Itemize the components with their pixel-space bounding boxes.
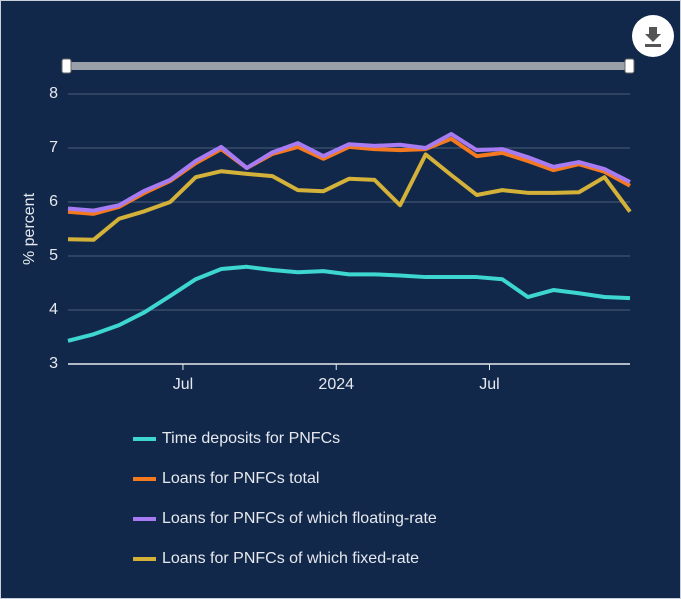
y-axis-label: % percent xyxy=(21,192,38,265)
legend-label: Loans for PNFCs of which floating-rate xyxy=(162,510,437,527)
y-tick-label: 4 xyxy=(49,301,58,318)
legend-label: Loans for PNFCs of which fixed-rate xyxy=(162,550,419,567)
y-tick-label: 6 xyxy=(49,193,58,210)
x-tick-label: Jul xyxy=(479,376,499,393)
line-series xyxy=(67,264,631,343)
y-tick-label: 8 xyxy=(49,85,58,102)
slider-handle[interactable] xyxy=(624,58,635,74)
legend-label: Time deposits for PNFCs xyxy=(162,430,340,447)
line-series xyxy=(67,152,632,242)
x-tick-label: 2024 xyxy=(318,376,354,393)
line-series xyxy=(67,131,631,213)
y-tick-label: 3 xyxy=(49,355,58,372)
range-slider[interactable] xyxy=(67,62,630,70)
legend-label: Loans for PNFCs total xyxy=(162,470,319,487)
download-button[interactable] xyxy=(632,15,674,57)
y-tick-label: 7 xyxy=(49,139,58,156)
y-tick-label: 5 xyxy=(49,247,58,264)
download-icon[interactable] xyxy=(645,27,661,47)
x-tick-label: Jul xyxy=(173,376,193,393)
slider-handle[interactable] xyxy=(61,58,72,74)
